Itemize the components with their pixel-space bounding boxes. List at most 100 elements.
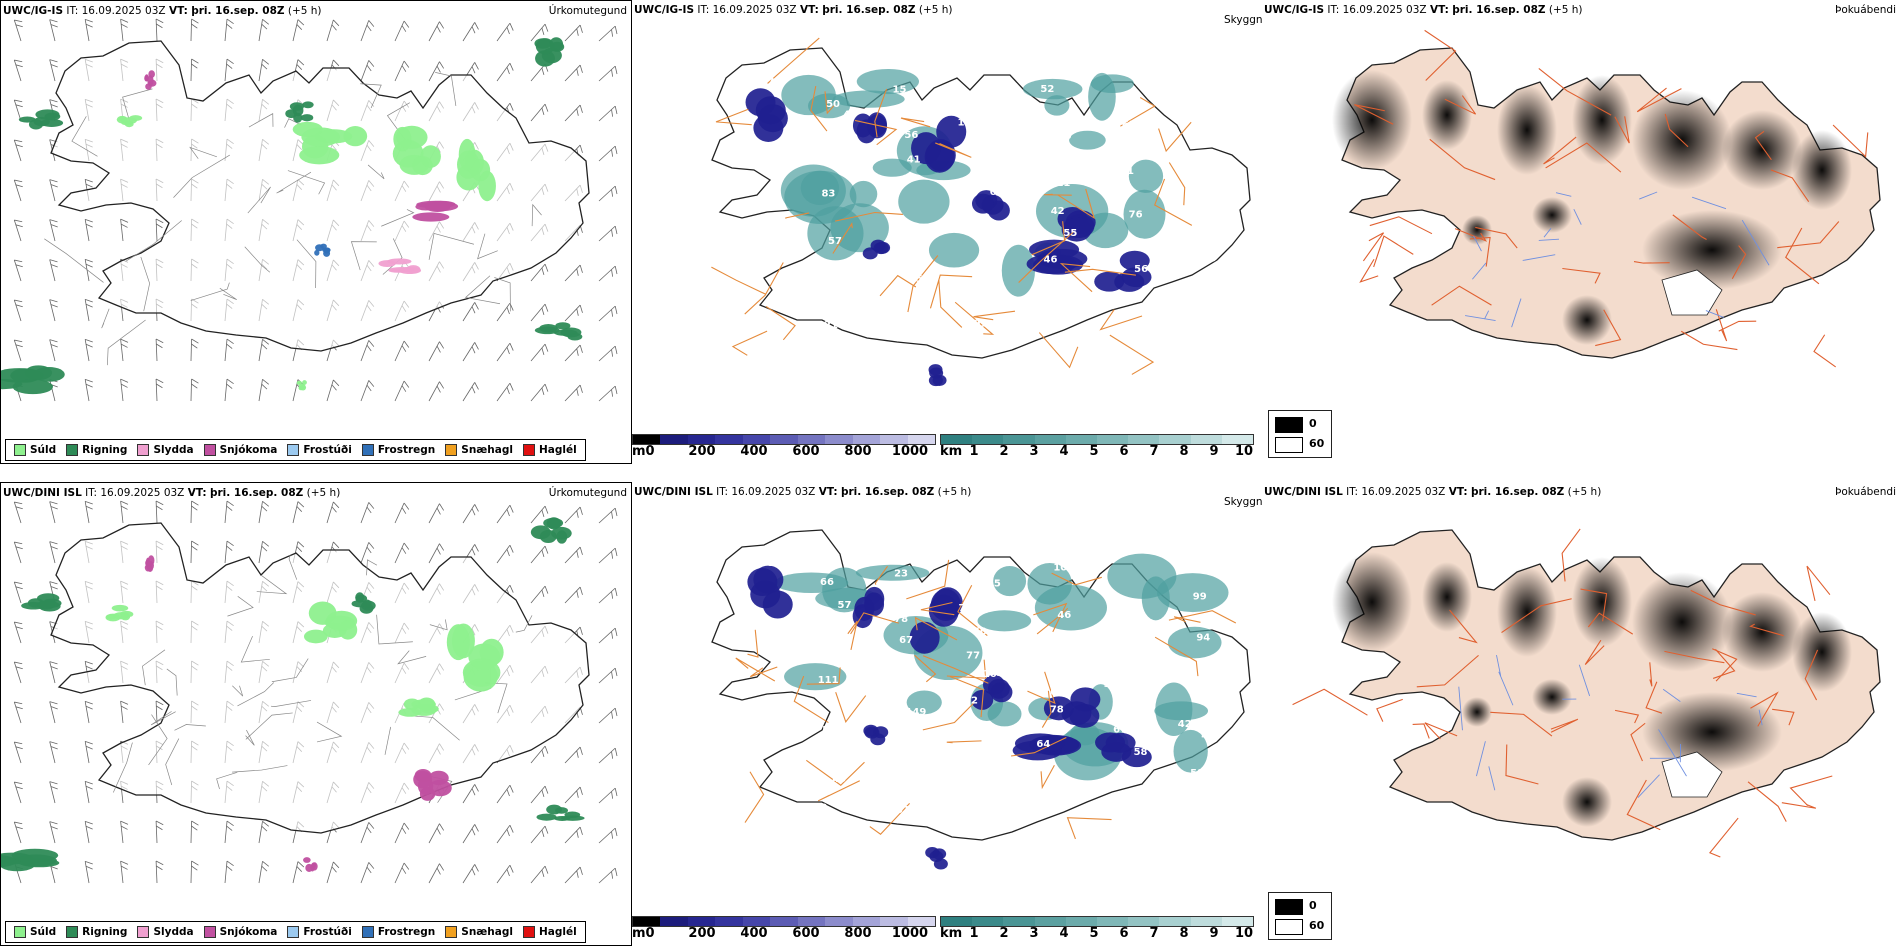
legend-swatch-black — [1275, 417, 1303, 433]
valid-time-label: VT: — [818, 486, 838, 498]
visibility-value: 47 — [1201, 731, 1215, 742]
legend-item-haglél: Haglél — [522, 444, 577, 456]
colorbar-swatch — [715, 917, 743, 926]
colorbar-swatch — [907, 435, 935, 444]
colorbar-tick: 3 — [1029, 444, 1039, 459]
visibility-value: 11 — [1117, 602, 1131, 613]
visibility-value: 73 — [767, 77, 781, 88]
visibility-value: 99 — [1193, 591, 1207, 602]
visibility-value: 56 — [904, 130, 918, 141]
fog-shading — [1332, 552, 1852, 827]
low-cloud-areas — [747, 565, 1152, 870]
visibility-value: 46 — [1057, 610, 1071, 621]
visibility-value: 55 — [1063, 228, 1077, 239]
visibility-value: 60 — [979, 751, 993, 762]
visibility-value: 46 — [1044, 255, 1058, 266]
visibility-value: 104 — [983, 669, 1004, 680]
road-network — [735, 559, 1237, 840]
visibility-value: 62 — [964, 696, 978, 707]
iceland-outline — [50, 40, 590, 352]
valid-time: þri. 16.sep. 08Z — [822, 4, 916, 16]
valid-time: þri. 16.sep. 08Z — [1470, 486, 1565, 498]
visibility-value: 57 — [822, 725, 836, 736]
colorbar-tick: 1000 — [891, 926, 929, 941]
visibility-value: 59 — [910, 761, 924, 772]
legend-swatch — [445, 444, 458, 456]
cloud-base-unit: m — [632, 444, 646, 459]
visibility-colorbar: km 1 2 3 4 5 6 7 8 9 10 — [940, 916, 1258, 944]
legend-item-haglél: Haglél — [522, 926, 577, 938]
visibility-value: 51 — [896, 805, 910, 816]
visibility-value: 67 — [899, 635, 913, 646]
valid-time: þri. 16.sep. 08Z — [1452, 4, 1546, 16]
visibility-value: 111 — [818, 675, 839, 686]
visibility-value: 83 — [821, 188, 835, 199]
visibility-value: 94 — [1196, 633, 1210, 644]
glacier-outline — [1661, 751, 1723, 798]
visibility-value: 80 — [971, 167, 985, 178]
visibility-value: 10 — [1115, 694, 1129, 705]
legend-swatch — [361, 926, 374, 938]
visibility-value: 74 — [910, 582, 924, 593]
visibility-value: 265 — [1200, 808, 1221, 819]
visibility-value: 58 — [1192, 296, 1206, 307]
colorbar-swatch — [1128, 435, 1160, 444]
precip-type-legend: Súld Rigning Slydda Snjókoma Frostúði Frostre… — [5, 439, 586, 461]
visibility-value: 21 — [823, 286, 837, 297]
visibility-value: 42 — [1051, 206, 1065, 217]
fog-panel-title: Þokuábendi — [1835, 486, 1896, 498]
visibility-value: 102 — [978, 791, 999, 802]
colorbar-swatch — [1003, 917, 1035, 926]
colorbar-swatch — [941, 435, 973, 444]
colorbar-tick: 400 — [740, 444, 768, 459]
visibility-value: 68 — [1042, 786, 1056, 797]
colorbar-swatch — [941, 917, 973, 926]
valid-time-label: VT: — [1448, 486, 1468, 498]
valid-time: þri. 16.sep. 08Z — [191, 5, 285, 17]
legend-swatch — [14, 926, 26, 938]
visibility-value: 67 — [1113, 724, 1127, 735]
visibility-value: 60 — [906, 226, 920, 237]
lead-time: (+5 h) — [306, 487, 341, 499]
colorbar-tick: 4 — [1059, 444, 1069, 459]
forecast-header: UWC/DINI ISL IT: 16.09.2025 03Z VT: þri.… — [3, 487, 340, 499]
visibility-value: 57 — [838, 600, 852, 611]
model-name: UWC/DINI ISL — [1264, 486, 1343, 498]
legend-swatch-black — [1275, 899, 1303, 915]
visibility-value: 53 — [768, 558, 782, 569]
visibility-value: 17 — [1195, 150, 1209, 161]
legend-label: Frostregn — [377, 926, 436, 938]
colorbar-swatch — [1128, 917, 1160, 926]
colorbar-swatch — [742, 435, 771, 444]
legend-swatch — [361, 444, 374, 456]
precip-map — [1, 500, 618, 884]
colorbar-swatch — [1003, 435, 1035, 444]
visibility-value: 48 — [913, 105, 927, 116]
cloud-base-ticks: 0 200 400 600 800 1000 — [645, 444, 928, 460]
visibility-value: 58 — [1190, 768, 1204, 779]
colorbar-swatch — [1190, 435, 1222, 444]
visibility-value: 63 — [964, 221, 978, 232]
cloud-base-colorbar: m 0 200 400 600 800 1000 — [632, 916, 937, 944]
visibility-value: 49 — [843, 110, 857, 121]
colorbar-tick: 5 — [1089, 444, 1099, 459]
visibility-value: 46 — [1202, 253, 1216, 264]
forecast-header: UWC/IG-IS IT: 16.09.2025 03Z VT: þri. 16… — [3, 5, 322, 17]
legend-item-frostúði: Frostúði — [287, 444, 352, 456]
init-time: IT: 16.09.2025 03Z — [85, 487, 185, 499]
visibility-value: 77 — [966, 651, 980, 662]
river-network — [1458, 654, 1763, 798]
precip-map — [1, 18, 618, 402]
model-name: UWC/DINI ISL — [634, 486, 713, 498]
legend-label: Slydda — [153, 926, 194, 938]
legend-swatch — [137, 444, 150, 456]
colorbar-tick: 8 — [1179, 444, 1189, 459]
colorbar-swatch — [1065, 435, 1098, 444]
colorbar-swatch — [660, 917, 688, 926]
visibility-value: 74 — [1127, 337, 1141, 348]
cloud-base-colorbar: m 0 200 400 600 800 1000 — [632, 434, 937, 462]
cloud-visibility-map: 73 49 41 67 55 56 58 59 48 61 11 76 46 21 45 38 50 51 13 57… — [711, 37, 1251, 387]
colorbar-tick: 0 — [645, 444, 655, 459]
river-network — [1465, 191, 1770, 328]
model-name: UWC/IG-IS — [1264, 4, 1325, 16]
